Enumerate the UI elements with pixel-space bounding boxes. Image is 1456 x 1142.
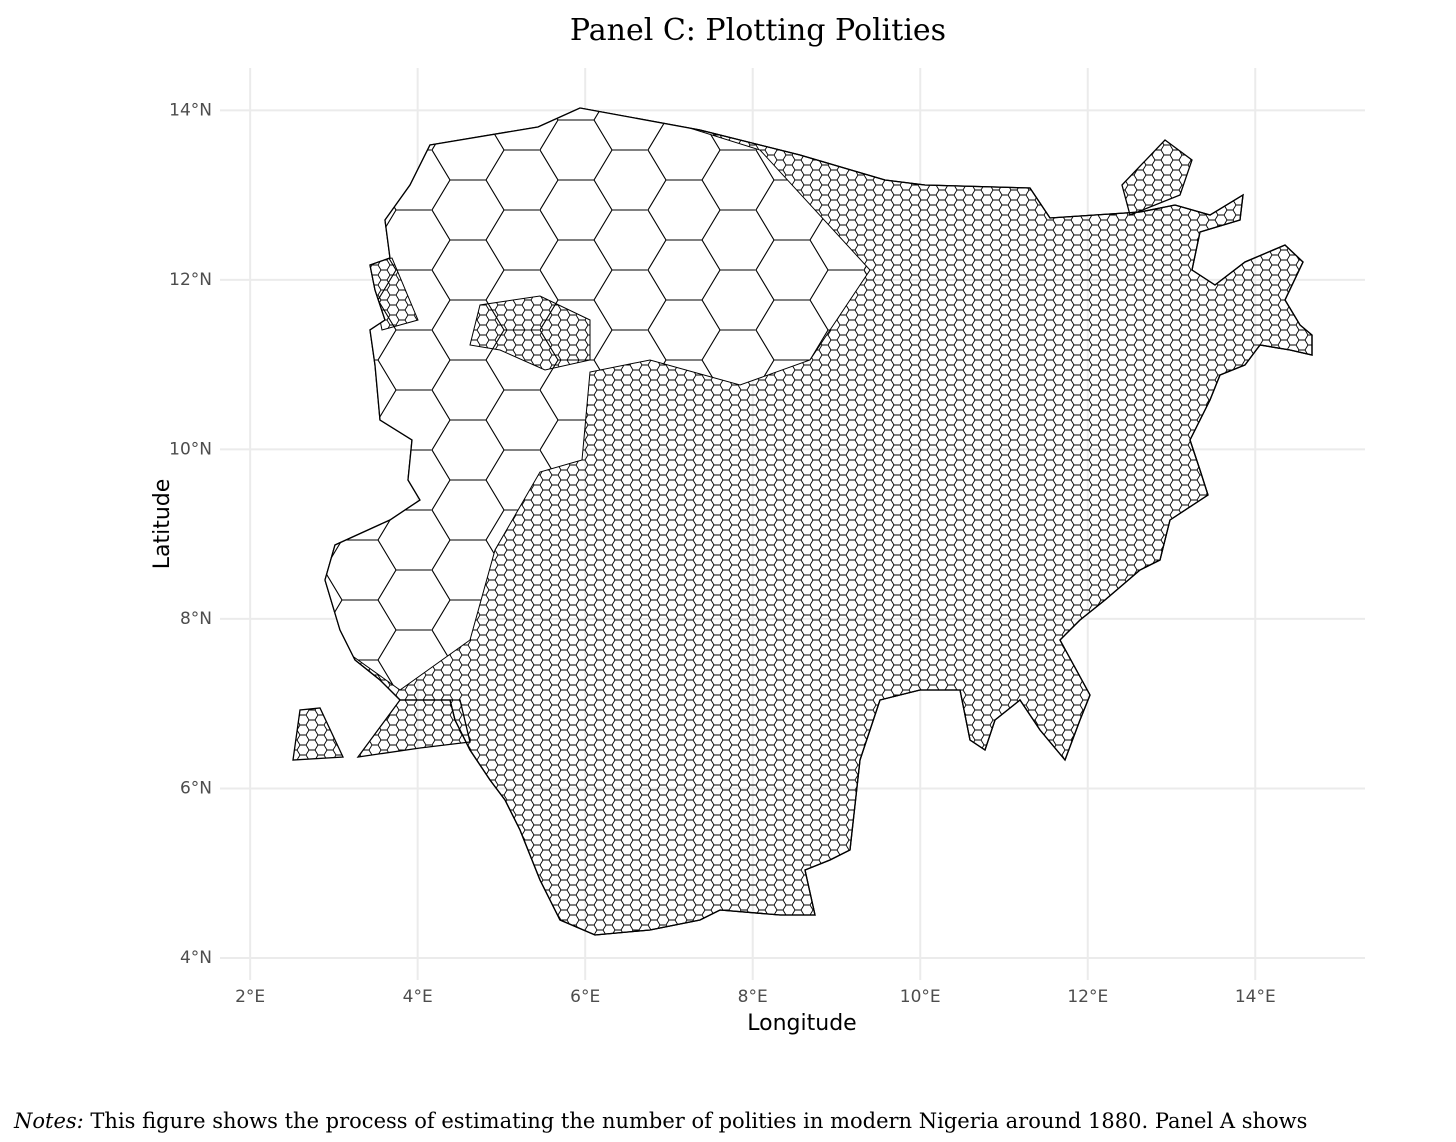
y-tick-label: 14°N: [169, 100, 212, 120]
y-tick-label: 12°N: [169, 270, 212, 290]
x-axis-label: Longitude: [747, 1011, 856, 1036]
y-tick-label: 10°N: [169, 439, 212, 459]
y-tick-label: 6°N: [180, 778, 212, 798]
x-tick-label: 6°E: [570, 987, 600, 1007]
x-tick-label: 12°E: [1067, 987, 1108, 1007]
chart-title: Panel C: Plotting Polities: [570, 13, 946, 48]
x-tick-label: 10°E: [900, 987, 941, 1007]
x-tick-label: 14°E: [1235, 987, 1276, 1007]
x-tick-label: 8°E: [738, 987, 768, 1007]
x-tick-label: 4°E: [403, 987, 433, 1007]
x-tick-label: 2°E: [235, 987, 265, 1007]
y-axis-label: Latitude: [150, 479, 175, 570]
notes: Notes: This figure shows the process of …: [13, 1109, 1307, 1133]
notes-text: This figure shows the process of estimat…: [84, 1109, 1308, 1133]
y-tick-label: 8°N: [180, 609, 212, 629]
notes-label: Notes:: [13, 1109, 84, 1133]
outline: [324, 107, 1313, 936]
y-tick-label: 4°N: [180, 948, 212, 968]
polities: [292, 107, 1313, 936]
